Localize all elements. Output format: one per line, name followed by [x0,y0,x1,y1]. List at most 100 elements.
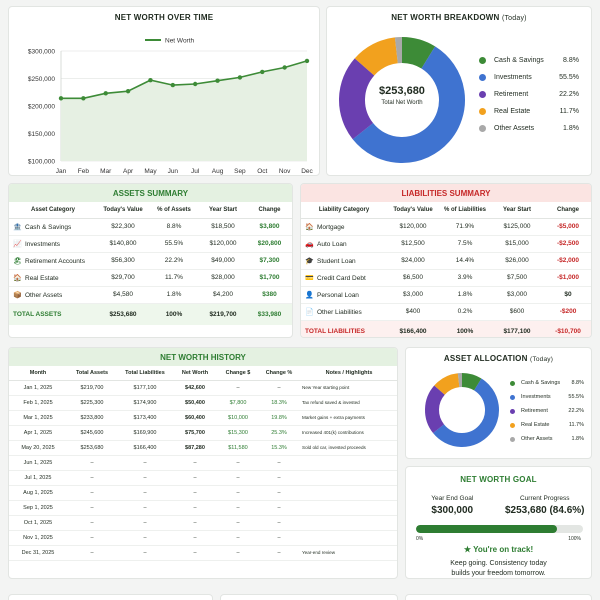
table-row: May 20, 2025 $253,680 $166,400 $87,280 $11,5… [9,440,397,456]
net-worth-history-card: NET WORTH HISTORY Month Total Assets Total… [8,347,398,579]
legend-dot-icon [479,108,486,115]
y-tick-label: $200,000 [28,104,55,111]
net-worth-goal-card: NET WORTH GOAL Year End Goal $300,000 Cu… [405,466,592,579]
table-cell: – [67,530,117,546]
net-worth-cell: – [173,515,217,531]
donut-slice [425,385,446,434]
goal-target: Year End Goal $300,000 [406,495,499,516]
table-cell: $4,200 [199,286,247,304]
donut-slice [461,373,482,391]
goal-progress-bar [416,525,583,533]
legend-value: 55.5% [568,394,584,400]
goal-title: NET WORTH GOAL [460,475,537,484]
change-pct-cell: 18.3% [259,395,299,411]
table-cell: $166,400 [117,440,173,456]
table-cell: – [67,455,117,471]
net-worth-cell: $87,280 [173,440,217,456]
allocation-donut-chart [425,373,499,447]
assets-summary-card: ASSETS SUMMARY Asset Category Today's Val… [8,183,293,338]
goal-bar-min: 0% [416,536,424,542]
change-cell: -$2,000 [543,252,591,270]
change-cell: $11,580 [217,440,259,456]
column-header: Year Start [199,202,247,219]
legend-item: Real Estate 11.7% [510,418,584,432]
history-table: Month Total Assets Total Liabilities Net Wo… [9,366,397,561]
net-worth-cell: – [173,485,217,501]
donut-slice [434,373,460,396]
table-cell: $120,000 [199,235,247,253]
legend-item: Cash & Savings 8.8% [479,52,579,69]
change-cell: – [217,500,259,516]
column-header: Asset Category [9,202,97,219]
category-icon: 🏦 [13,223,22,231]
category-label: Cash & Savings [25,223,72,231]
change-pct-cell: 19.8% [259,410,299,426]
column-header: Today's Value [97,202,149,219]
table-cell: $140,800 [97,235,149,253]
data-point [58,96,64,101]
bottom-card-middle [220,594,398,600]
column-header: Change [543,202,591,219]
data-point [170,82,176,88]
table-cell: $56,300 [97,252,149,270]
category-cell: 👤 Personal Loan [301,286,387,304]
legend-value: 1.8% [563,125,579,132]
legend-item: Other Assets 1.8% [479,120,579,137]
table-row: Jan 1, 2025 $219,700 $177,100 $42,600– – New … [9,380,397,396]
legend-item: Retirement 22.2% [479,86,579,103]
table-cell: – [117,500,173,516]
category-icon: 📈 [13,240,22,248]
category-cell: 🏠 Real Estate [9,269,97,287]
column-header: Change $ [217,366,259,381]
column-header: Liability Category [301,202,387,219]
allocation-title-text: ASSET ALLOCATION [443,354,528,363]
change-cell: -$1,000 [543,269,591,287]
month-cell: Apr 1, 2025 [9,425,67,441]
note-cell [299,530,397,546]
legend-label: Net Worth [165,38,195,45]
data-point [148,77,153,83]
table-cell: $177,100 [117,380,173,396]
month-cell: Dec 31, 2025 [9,545,67,561]
table-cell: 1.8% [439,286,491,304]
month-cell: Nov 1, 2025 [9,530,67,546]
y-tick-label: $100,000 [28,159,55,166]
category-label: Other Liabilities [317,308,362,316]
data-point [237,75,243,80]
table-cell: $245,600 [67,425,117,441]
asset-allocation-card: ASSET ALLOCATION (Today) Cash & Savings 8… [405,347,592,459]
table-cell: $120,000 [387,218,439,236]
table-cell: 11.7% [149,269,199,287]
legend-dot-icon [479,91,486,98]
donut-slice [354,37,399,77]
change-cell: $3,800 [247,218,292,236]
liabilities-summary-card: LIABILITIES SUMMARY Liability Category To… [300,183,592,338]
table-row: 📈 Investments $140,800 55.5% $120,000 $20,800 [9,235,292,253]
category-label: Personal Loan [317,291,359,299]
table-cell: – [117,515,173,531]
legend-item: Cash & Savings 8.8% [510,376,584,390]
legend-name: Other Assets [494,125,535,132]
table-cell: $173,400 [117,410,173,426]
change-pct-cell: – [259,455,299,471]
history-title: NET WORTH HISTORY [9,348,397,366]
category-icon: 📦 [13,291,22,299]
table-cell: $174,900 [117,395,173,411]
donut-center-label: Total Net Worth [381,100,423,106]
legend-value: 1.8% [571,436,584,442]
table-cell: $125,000 [491,218,543,236]
column-header: % of Liabilities [439,202,491,219]
legend-dot-icon [510,436,515,442]
month-cell: Feb 1, 2025 [9,395,67,411]
assets-summary-title: ASSETS SUMMARY [9,184,292,202]
table-cell: 0.2% [439,303,491,321]
change-pct-cell: – [259,530,299,546]
table-cell: 22.2% [149,252,199,270]
legend-value: 22.2% [559,91,579,98]
total-change: $33,980 [257,310,282,318]
goal-progress: Current Progress $253,680 (84.6%) [499,495,592,516]
column-header: Net Worth [173,366,217,381]
change-pct-cell: – [259,500,299,516]
breakdown-legend: Cash & Savings 8.8% Investments 55.5% Retire… [479,52,579,137]
net-worth-cell: $42,600 [173,380,217,396]
